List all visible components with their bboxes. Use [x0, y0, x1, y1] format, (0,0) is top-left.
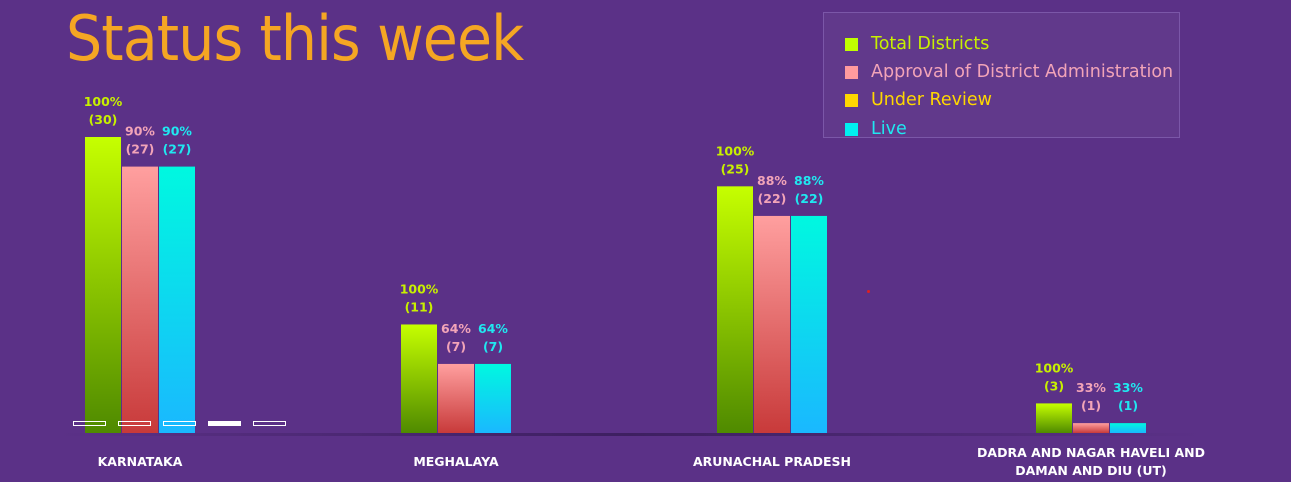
legend-item-under-review[interactable]: Under Review	[845, 89, 992, 111]
pagination-dot[interactable]	[73, 421, 106, 426]
category-label: ARUNACHAL PRADESH	[693, 454, 851, 469]
bar[interactable]	[159, 166, 195, 433]
bar[interactable]	[791, 215, 827, 433]
bar-percent-label: 100%	[1035, 360, 1074, 375]
bar-percent-label: 100%	[400, 281, 439, 296]
bar-percent-label: 100%	[716, 143, 755, 158]
bar-percent-label: 88%	[757, 173, 787, 188]
legend-item-live[interactable]: Live	[845, 118, 907, 140]
legend-swatch	[845, 122, 858, 136]
bar-count-label: (22)	[758, 191, 787, 206]
pagination-dot[interactable]	[253, 421, 286, 426]
category-label: DAMAN AND DIU (UT)	[1015, 463, 1166, 478]
bar-percent-label: 33%	[1113, 380, 1143, 395]
bar-count-label: (1)	[1118, 398, 1138, 413]
pagination-dot[interactable]	[208, 421, 241, 426]
legend-swatch	[845, 93, 858, 107]
pagination-dot[interactable]	[118, 421, 151, 426]
bar[interactable]	[122, 166, 158, 433]
bar-percent-label: 100%	[84, 94, 123, 109]
bar[interactable]	[754, 215, 790, 433]
bar[interactable]	[1110, 423, 1146, 433]
bar-count-label: (27)	[163, 142, 192, 157]
bar[interactable]	[85, 137, 121, 433]
legend-swatch	[845, 37, 858, 51]
category-label: DADRA AND NAGAR HAVELI AND	[977, 445, 1205, 460]
legend-swatch	[845, 65, 858, 79]
legend-label: Under Review	[871, 90, 992, 110]
legend-label: Live	[871, 119, 907, 139]
bar[interactable]	[1036, 403, 1072, 433]
chart-title: Status this week	[66, 2, 524, 75]
bar-count-label: (27)	[126, 142, 155, 157]
legend-label: Approval of District Administration	[871, 62, 1174, 82]
chart-legend: Total Districts Approval of District Adm…	[823, 12, 1180, 140]
bar-count-label: (7)	[483, 339, 503, 354]
bar-percent-label: 88%	[794, 173, 824, 188]
bar[interactable]	[1073, 423, 1109, 433]
bar-percent-label: 90%	[125, 124, 155, 139]
legend-item-total-districts[interactable]: Total Districts	[845, 33, 989, 55]
bar-count-label: (1)	[1081, 398, 1101, 413]
bar-percent-label: 90%	[162, 124, 192, 139]
bar-count-label: (11)	[405, 299, 434, 314]
category-label: MEGHALAYA	[413, 454, 499, 469]
bar-percent-label: 33%	[1076, 380, 1106, 395]
bar[interactable]	[475, 363, 511, 433]
legend-item-approval[interactable]: Approval of District Administration	[845, 61, 1173, 83]
bar-percent-label: 64%	[441, 321, 471, 336]
bar-count-label: (7)	[446, 339, 466, 354]
stray-marker	[867, 290, 870, 293]
bar-count-label: (30)	[89, 112, 118, 127]
pagination-dot[interactable]	[163, 421, 196, 426]
legend-label: Total Districts	[871, 34, 990, 54]
category-label: KARNATAKA	[98, 454, 183, 469]
bar[interactable]	[717, 186, 753, 433]
bar-percent-label: 64%	[478, 321, 508, 336]
bar-count-label: (3)	[1044, 378, 1064, 393]
bar[interactable]	[438, 363, 474, 433]
bar[interactable]	[401, 324, 437, 433]
bar-count-label: (22)	[795, 191, 824, 206]
pagination-dots	[73, 421, 298, 426]
bar-count-label: (25)	[721, 161, 750, 176]
baseline	[60, 433, 1200, 436]
